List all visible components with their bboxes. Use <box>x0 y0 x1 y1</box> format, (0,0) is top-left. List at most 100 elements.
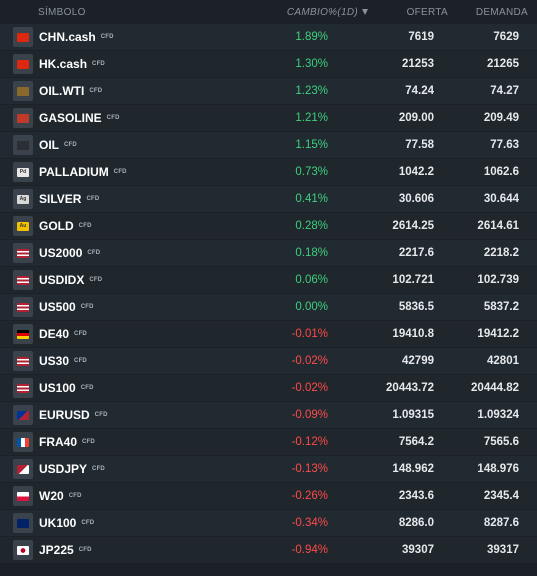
symbol-cell: HK.cash CFD <box>0 54 250 74</box>
instrument-type-badge: CFD <box>86 196 100 202</box>
symbol-cell: USDIDX CFD <box>0 270 250 290</box>
bid-price[interactable]: 77.58 <box>405 139 434 151</box>
instrument-row[interactable]: USDIDX CFD 0.06% 102.721 102.739 <box>0 267 537 293</box>
bid-price[interactable]: 19410.8 <box>392 328 434 340</box>
symbol-name: US500 <box>39 300 76 314</box>
instrument-type-badge: CFD <box>89 277 103 283</box>
symbol-cell: OIL CFD <box>0 135 250 155</box>
instrument-row[interactable]: US2000 CFD 0.18% 2217.6 2218.2 <box>0 240 537 266</box>
bid-price[interactable]: 42799 <box>402 355 434 367</box>
ask-price[interactable]: 21265 <box>487 58 519 70</box>
ask-price[interactable]: 39317 <box>487 544 519 556</box>
ask-price[interactable]: 42801 <box>487 355 519 367</box>
instrument-row[interactable]: USDJPY CFD -0.13% 148.962 148.976 <box>0 456 537 482</box>
uk-flag-icon <box>13 513 33 533</box>
instrument-type-badge: CFD <box>87 250 101 256</box>
instrument-row[interactable]: FRA40 CFD -0.12% 7564.2 7565.6 <box>0 429 537 455</box>
symbol-name: USDIDX <box>39 273 85 287</box>
instrument-row[interactable]: DE40 CFD -0.01% 19410.8 19412.2 <box>0 321 537 347</box>
symbol-name: FRA40 <box>39 435 78 449</box>
ask-price[interactable]: 7629 <box>493 31 519 43</box>
china-flag-swatch <box>17 32 29 42</box>
bid-price[interactable]: 39307 <box>402 544 434 556</box>
bid-price[interactable]: 8286.0 <box>398 517 434 529</box>
symbol-cell: GASOLINE CFD <box>0 108 250 128</box>
gasoline-swatch <box>17 113 29 123</box>
ask-price[interactable]: 77.63 <box>490 139 519 151</box>
ask-price[interactable]: 209.49 <box>483 112 519 124</box>
instrument-row[interactable]: GASOLINE CFD 1.21% 209.00 209.49 <box>0 105 537 131</box>
ask-price[interactable]: 1062.6 <box>483 166 519 178</box>
bid-price[interactable]: 1.09315 <box>392 409 434 421</box>
hong-kong-flag-swatch <box>17 59 29 69</box>
palladium-swatch: Pd <box>17 167 29 177</box>
germany-flag-swatch <box>17 329 29 339</box>
bid-price[interactable]: 2343.6 <box>398 490 434 502</box>
instrument-row[interactable]: Au GOLD CFD 0.28% 2614.25 2614.61 <box>0 213 537 239</box>
ask-price[interactable]: 19412.2 <box>477 328 519 340</box>
bid-price[interactable]: 7619 <box>408 31 434 43</box>
symbol-cell: CHN.cash CFD <box>0 27 250 47</box>
change-percent: 0.00% <box>295 301 328 313</box>
instrument-row[interactable]: US100 CFD -0.02% 20443.72 20444.82 <box>0 375 537 401</box>
column-header-ask[interactable]: DEMANDA <box>475 6 528 18</box>
instrument-type-badge: CFD <box>80 385 94 391</box>
column-header-change-label: CAMBIO%(1D) <box>286 6 358 18</box>
instrument-row[interactable]: OIL CFD 1.15% 77.58 77.63 <box>0 132 537 158</box>
change-percent: 1.21% <box>295 112 328 124</box>
ask-price[interactable]: 2614.61 <box>477 220 519 232</box>
symbol-cell: US100 CFD <box>0 378 250 398</box>
hong-kong-flag-icon <box>13 54 33 74</box>
column-header-symbol[interactable]: SÍMBOLO <box>38 6 86 18</box>
instrument-row[interactable]: W20 CFD -0.26% 2343.6 2345.4 <box>0 483 537 509</box>
bid-price[interactable]: 102.721 <box>392 274 434 286</box>
germany-flag-icon <box>13 324 33 344</box>
column-header-bid[interactable]: OFERTA <box>406 6 448 18</box>
instrument-row[interactable]: US30 CFD -0.02% 42799 42801 <box>0 348 537 374</box>
bid-price[interactable]: 148.962 <box>392 463 434 475</box>
ask-price[interactable]: 20444.82 <box>471 382 519 394</box>
ask-price[interactable]: 1.09324 <box>477 409 519 421</box>
instrument-type-badge: CFD <box>89 88 103 94</box>
bid-price[interactable]: 5836.5 <box>398 301 434 313</box>
sort-desc-icon[interactable] <box>362 9 368 15</box>
ask-price[interactable]: 74.27 <box>490 85 519 97</box>
usa-flag-swatch <box>17 383 29 393</box>
symbol-cell: FRA40 CFD <box>0 432 250 452</box>
symbol-cell: EURUSD CFD <box>0 405 250 425</box>
symbol-name: GASOLINE <box>39 111 102 125</box>
bid-price[interactable]: 1042.2 <box>398 166 434 178</box>
ask-price[interactable]: 2218.2 <box>483 247 519 259</box>
ask-price[interactable]: 148.976 <box>477 463 519 475</box>
ask-price[interactable]: 5837.2 <box>483 301 519 313</box>
japan-flag-icon <box>13 540 33 560</box>
instrument-row[interactable]: Pd PALLADIUM CFD 0.73% 1042.2 1062.6 <box>0 159 537 185</box>
instrument-row[interactable]: Ag SILVER CFD 0.41% 30.606 30.644 <box>0 186 537 212</box>
bid-price[interactable]: 30.606 <box>398 193 434 205</box>
bid-price[interactable]: 7564.2 <box>398 436 434 448</box>
ask-price[interactable]: 7565.6 <box>483 436 519 448</box>
ask-price[interactable]: 102.739 <box>477 274 519 286</box>
instrument-row[interactable]: EURUSD CFD -0.09% 1.09315 1.09324 <box>0 402 537 428</box>
bid-price[interactable]: 2614.25 <box>392 220 434 232</box>
ask-price[interactable]: 30.644 <box>483 193 519 205</box>
instrument-row[interactable]: JP225 CFD -0.94% 39307 39317 <box>0 537 537 563</box>
ask-price[interactable]: 2345.4 <box>483 490 519 502</box>
instrument-type-badge: CFD <box>106 115 120 121</box>
instrument-row[interactable]: CHN.cash CFD 1.89% 7619 7629 <box>0 24 537 50</box>
instrument-row[interactable]: US500 CFD 0.00% 5836.5 5837.2 <box>0 294 537 320</box>
instrument-row[interactable]: UK100 CFD -0.34% 8286.0 8287.6 <box>0 510 537 536</box>
instrument-row[interactable]: HK.cash CFD 1.30% 21253 21265 <box>0 51 537 77</box>
ask-price[interactable]: 8287.6 <box>483 517 519 529</box>
instrument-type-badge: CFD <box>81 520 95 526</box>
instrument-row[interactable]: OIL.WTI CFD 1.23% 74.24 74.27 <box>0 78 537 104</box>
bid-price[interactable]: 209.00 <box>398 112 434 124</box>
instrument-type-badge: CFD <box>78 223 92 229</box>
instrument-type-badge: CFD <box>113 169 127 175</box>
bid-price[interactable]: 21253 <box>402 58 434 70</box>
bid-price[interactable]: 74.24 <box>405 85 434 97</box>
bid-price[interactable]: 2217.6 <box>398 247 434 259</box>
column-header-change[interactable]: CAMBIO%(1D) <box>250 7 368 18</box>
bid-price[interactable]: 20443.72 <box>386 382 434 394</box>
usa-flag-swatch <box>17 302 29 312</box>
